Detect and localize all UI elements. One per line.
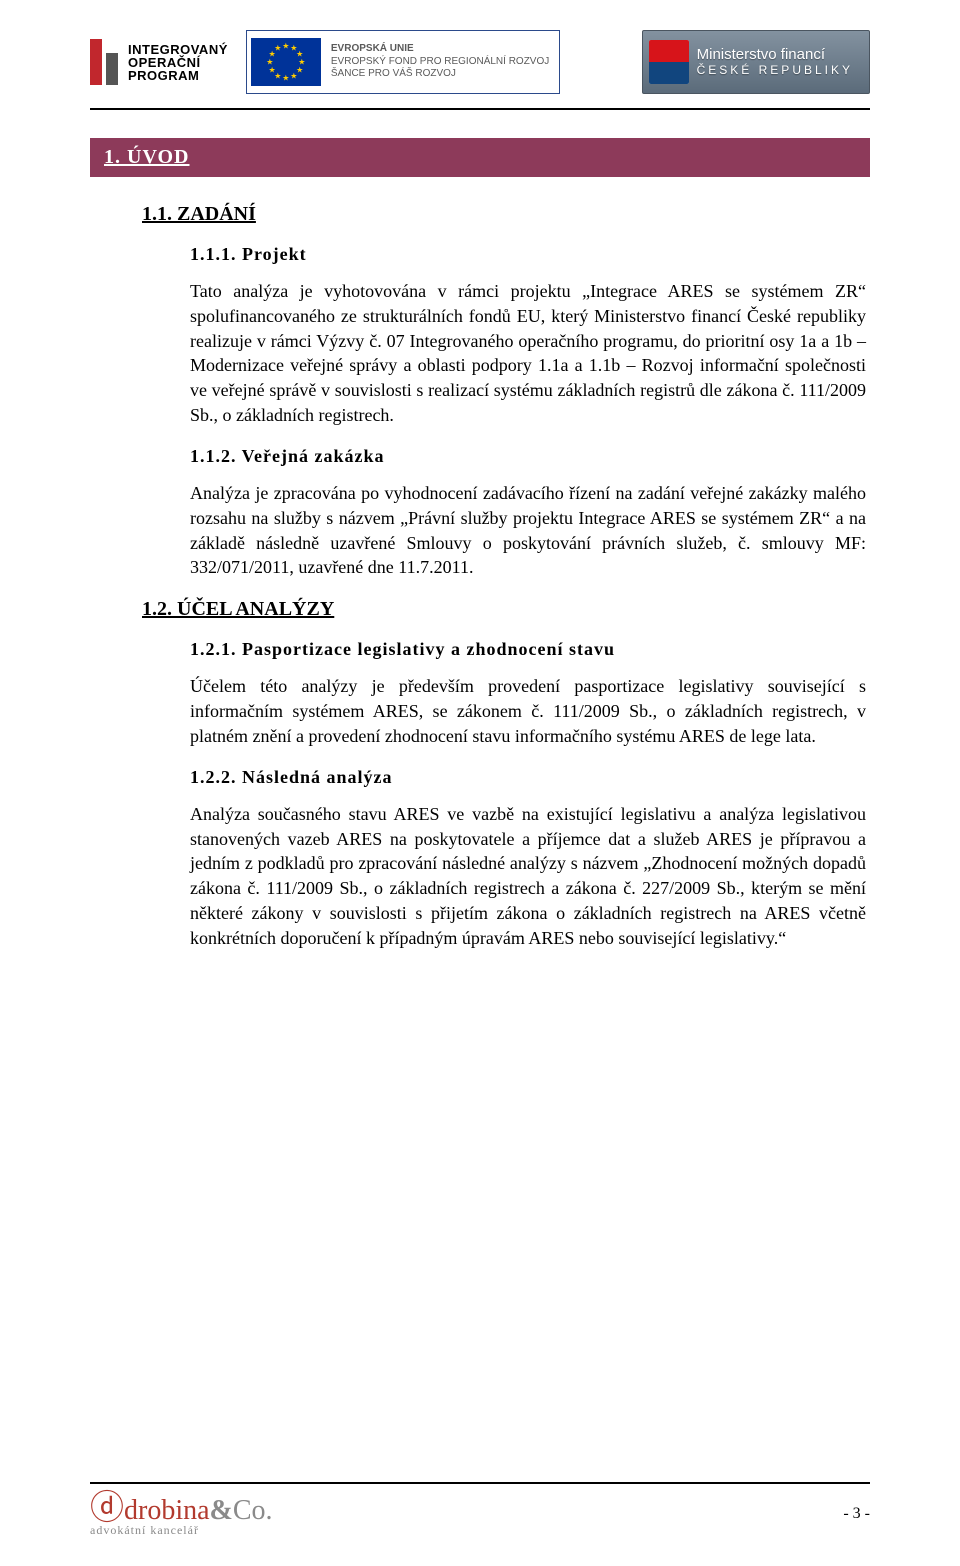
eu-flag-icon: ★★★★★★★★★★★★ <box>251 38 321 86</box>
content: 1.1. ZADÁNÍ 1.1.1. Projekt Tato analýza … <box>90 203 870 951</box>
mf-text: Ministerstvo financí ČESKÉ REPUBLIKY <box>697 46 853 77</box>
mf-line1: Ministerstvo financí <box>697 46 853 63</box>
brand-co: Co. <box>233 1495 273 1526</box>
logo-mf: Ministerstvo financí ČESKÉ REPUBLIKY <box>642 30 870 94</box>
brand-main: drobina <box>124 1495 210 1526</box>
eu-line2: EVROPSKÝ FOND PRO REGIONÁLNÍ ROZVOJ <box>331 56 549 69</box>
iop-text: INTEGROVANÝ OPERAČNÍ PROGRAM <box>128 43 228 82</box>
para-1-1-1: Tato analýza je vyhotovována v rámci pro… <box>190 279 866 428</box>
iop-line3: PROGRAM <box>128 69 228 82</box>
header-logos: INTEGROVANÝ OPERAČNÍ PROGRAM ★★★★★★★★★★★… <box>90 30 870 94</box>
header-divider <box>90 108 870 110</box>
heading-1-1: 1.1. ZADÁNÍ <box>142 203 866 226</box>
para-1-1-2: Analýza je zpracována po vyhodnocení zad… <box>190 481 866 580</box>
brand-initial-icon: ⓓ <box>90 1490 124 1527</box>
heading-1-1-1: 1.1.1. Projekt <box>190 244 866 265</box>
heading-1-1-2: 1.1.2. Veřejná zakázka <box>190 446 866 467</box>
para-1-2-2: Analýza současného stavu ARES ve vazbě n… <box>190 802 866 951</box>
section-bar-uvod: 1. ÚVOD <box>90 138 870 177</box>
iop-line1: INTEGROVANÝ <box>128 43 228 56</box>
cz-emblem-icon <box>649 40 689 84</box>
footer: ⓓdrobina&Co. advokátní kancelář - 3 - <box>90 1482 870 1536</box>
logo-iop: INTEGROVANÝ OPERAČNÍ PROGRAM <box>90 30 228 94</box>
mf-line2: ČESKÉ REPUBLIKY <box>697 64 853 78</box>
para-1-2-1: Účelem této analýzy je především provede… <box>190 674 866 748</box>
footer-divider <box>90 1482 870 1484</box>
iop-line2: OPERAČNÍ <box>128 56 228 69</box>
eu-text: EVROPSKÁ UNIE EVROPSKÝ FOND PRO REGIONÁL… <box>331 43 549 81</box>
heading-1-2-1: 1.2.1. Pasportizace legislativy a zhodno… <box>190 639 866 660</box>
eu-line3: ŠANCE PRO VÁŠ ROZVOJ <box>331 68 549 81</box>
page-number: - 3 - <box>843 1505 870 1523</box>
logo-eu: ★★★★★★★★★★★★ EVROPSKÁ UNIE EVROPSKÝ FOND… <box>246 30 560 94</box>
footer-logo: ⓓdrobina&Co. advokátní kancelář <box>90 1492 273 1536</box>
brand-amp: & <box>210 1495 233 1526</box>
eu-line1: EVROPSKÁ UNIE <box>331 43 549 56</box>
page: INTEGROVANÝ OPERAČNÍ PROGRAM ★★★★★★★★★★★… <box>0 0 960 1566</box>
iop-bars-icon <box>90 39 118 85</box>
heading-1-2-2: 1.2.2. Následná analýza <box>190 767 866 788</box>
heading-1-2: 1.2. ÚČEL ANALÝZY <box>142 598 866 621</box>
